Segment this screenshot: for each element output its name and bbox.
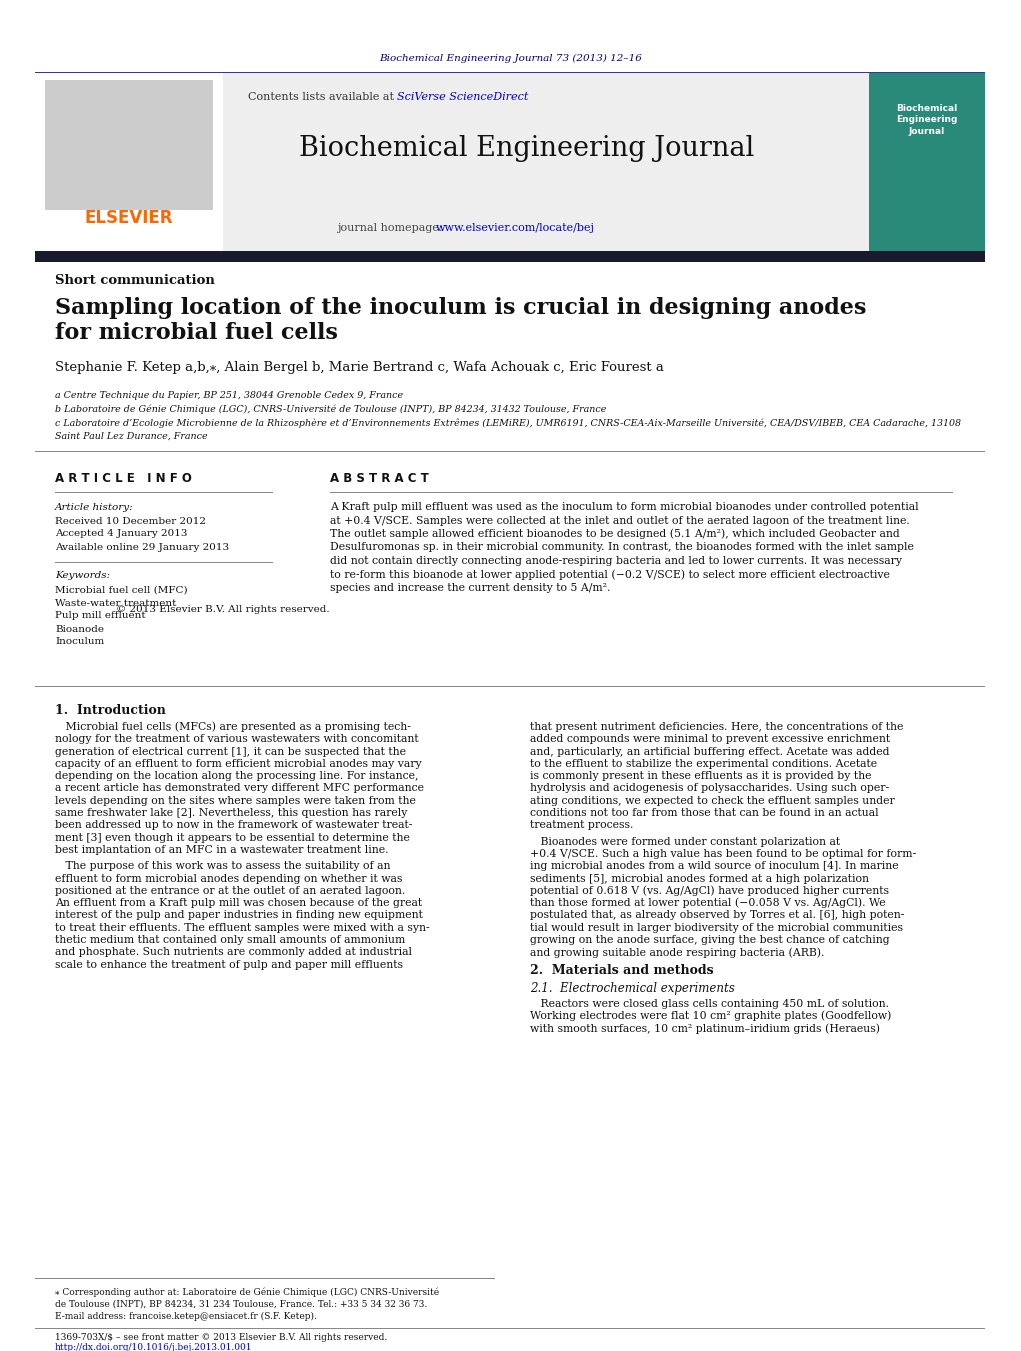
Text: ment [3] even though it appears to be essential to determine the: ment [3] even though it appears to be es… [55,832,409,843]
Text: http://dx.doi.org/10.1016/j.bej.2013.01.001: http://dx.doi.org/10.1016/j.bej.2013.01.… [55,1343,252,1351]
Text: de Toulouse (INPT), BP 84234, 31 234 Toulouse, France. Tel.: +33 5 34 32 36 73.: de Toulouse (INPT), BP 84234, 31 234 Tou… [55,1300,427,1309]
Text: Bioanodes were formed under constant polarization at: Bioanodes were formed under constant pol… [530,836,840,847]
Text: capacity of an effluent to form efficient microbial anodes may vary: capacity of an effluent to form efficien… [55,759,422,769]
Text: Contents lists available at: Contents lists available at [247,92,397,101]
Text: A Kraft pulp mill effluent was used as the inoculum to form microbial bioanodes : A Kraft pulp mill effluent was used as t… [330,503,919,512]
Text: nology for the treatment of various wastewaters with concomitant: nology for the treatment of various wast… [55,735,419,744]
Text: journal homepage:: journal homepage: [337,223,443,232]
Text: to the effluent to stabilize the experimental conditions. Acetate: to the effluent to stabilize the experim… [530,759,877,769]
Text: Saint Paul Lez Durance, France: Saint Paul Lez Durance, France [55,431,207,440]
Text: b Laboratoire de Génie Chimique (LGC), CNRS-Université de Toulouse (INPT), BP 84: b Laboratoire de Génie Chimique (LGC), C… [55,404,606,413]
Bar [869,73,985,251]
Text: postulated that, as already observed by Torres et al. [6], high poten-: postulated that, as already observed by … [530,911,905,920]
Text: for microbial fuel cells: for microbial fuel cells [55,322,338,345]
Text: same freshwater lake [2]. Nevertheless, this question has rarely: same freshwater lake [2]. Nevertheless, … [55,808,407,819]
Text: Working electrodes were flat 10 cm² graphite plates (Goodfellow): Working electrodes were flat 10 cm² grap… [530,1011,891,1021]
Text: species and increase the current density to 5 A/m².: species and increase the current density… [330,584,611,593]
Text: Inoculum: Inoculum [55,638,104,647]
Text: Biochemical Engineering Journal: Biochemical Engineering Journal [299,135,755,162]
Text: Available online 29 January 2013: Available online 29 January 2013 [55,543,229,551]
Text: 1369-703X/$ – see front matter © 2013 Elsevier B.V. All rights reserved.: 1369-703X/$ – see front matter © 2013 El… [55,1332,387,1342]
Text: Stephanie F. Ketep a,b,⁎, Alain Bergel b, Marie Bertrand c, Wafa Achouak c, Eric: Stephanie F. Ketep a,b,⁎, Alain Bergel b… [55,361,664,373]
Text: a Centre Technique du Papier, BP 251, 38044 Grenoble Cedex 9, France: a Centre Technique du Papier, BP 251, 38… [55,390,403,400]
Bar [35,73,985,251]
Text: The outlet sample allowed efficient bioanodes to be designed (5.1 A/m²), which i: The outlet sample allowed efficient bioa… [330,528,900,539]
Text: Waste-water treatment: Waste-water treatment [55,598,177,608]
Text: © 2013 Elsevier B.V. All rights reserved.: © 2013 Elsevier B.V. All rights reserved… [116,605,330,613]
Text: hydrolysis and acidogenesis of polysaccharides. Using such oper-: hydrolysis and acidogenesis of polysacch… [530,784,889,793]
Text: thetic medium that contained only small amounts of ammonium: thetic medium that contained only small … [55,935,405,946]
Text: The purpose of this work was to assess the suitability of an: The purpose of this work was to assess t… [55,862,390,871]
Text: at +0.4 V/SCE. Samples were collected at the inlet and outlet of the aerated lag: at +0.4 V/SCE. Samples were collected at… [330,516,910,526]
Text: ELSEVIER: ELSEVIER [85,209,174,227]
Text: www.elsevier.com/locate/bej: www.elsevier.com/locate/bej [436,223,595,232]
Text: Short communication: Short communication [55,273,214,286]
Text: 1.  Introduction: 1. Introduction [55,704,165,716]
Text: Pulp mill effluent: Pulp mill effluent [55,612,146,620]
Text: ing microbial anodes from a wild source of inoculum [4]. In marine: ing microbial anodes from a wild source … [530,862,898,871]
Text: that present nutriment deficiencies. Here, the concentrations of the: that present nutriment deficiencies. Her… [530,721,904,732]
Text: did not contain directly connecting anode-respiring bacteria and led to lower cu: did not contain directly connecting anod… [330,557,902,566]
Text: been addressed up to now in the framework of wastewater treat-: been addressed up to now in the framewor… [55,820,412,831]
Text: depending on the location along the processing line. For instance,: depending on the location along the proc… [55,771,419,781]
Text: Bioanode: Bioanode [55,624,104,634]
Text: interest of the pulp and paper industries in finding new equipment: interest of the pulp and paper industrie… [55,911,423,920]
Text: Reactors were closed glass cells containing 450 mL of solution.: Reactors were closed glass cells contain… [530,998,889,1009]
Text: Accepted 4 January 2013: Accepted 4 January 2013 [55,530,188,539]
Text: +0.4 V/SCE. Such a high value has been found to be optimal for form-: +0.4 V/SCE. Such a high value has been f… [530,848,916,859]
Text: best implantation of an MFC in a wastewater treatment line.: best implantation of an MFC in a wastewa… [55,844,389,855]
Bar [45,80,213,209]
Text: 2.1.  Electrochemical experiments: 2.1. Electrochemical experiments [530,982,735,996]
Text: Keywords:: Keywords: [55,571,110,581]
Bar [35,73,223,251]
Text: A R T I C L E   I N F O: A R T I C L E I N F O [55,471,192,485]
Text: generation of electrical current [1], it can be suspected that the: generation of electrical current [1], it… [55,747,406,757]
Text: Biochemical
Engineering
Journal: Biochemical Engineering Journal [896,104,958,136]
Text: Desulfuromonas sp. in their microbial community. In contrast, the bioanodes form: Desulfuromonas sp. in their microbial co… [330,543,914,553]
Text: ⁎ Corresponding author at: Laboratoire de Génie Chimique (LGC) CNRS-Université: ⁎ Corresponding author at: Laboratoire d… [55,1288,439,1297]
Text: Microbial fuel cell (MFC): Microbial fuel cell (MFC) [55,585,188,594]
Text: added compounds were minimal to prevent excessive enrichment: added compounds were minimal to prevent … [530,735,890,744]
Text: growing on the anode surface, giving the best chance of catching: growing on the anode surface, giving the… [530,935,889,946]
Text: scale to enhance the treatment of pulp and paper mill effluents: scale to enhance the treatment of pulp a… [55,959,403,970]
Text: to re-form this bioanode at lower applied potential (−0.2 V/SCE) to select more : to re-form this bioanode at lower applie… [330,569,890,580]
Text: conditions not too far from those that can be found in an actual: conditions not too far from those that c… [530,808,879,819]
Text: and growing suitable anode respiring bacteria (ARB).: and growing suitable anode respiring bac… [530,947,824,958]
Text: Article history:: Article history: [55,503,134,512]
Text: SciVerse ScienceDirect: SciVerse ScienceDirect [397,92,529,101]
Text: treatment process.: treatment process. [530,820,633,831]
Text: E-mail address: francoise.ketep@ensiacet.fr (S.F. Ketep).: E-mail address: francoise.ketep@ensiacet… [55,1312,317,1320]
Text: and, particularly, an artificial buffering effect. Acetate was added: and, particularly, an artificial bufferi… [530,747,889,757]
Text: Biochemical Engineering Journal 73 (2013) 12–16: Biochemical Engineering Journal 73 (2013… [380,54,642,62]
Text: potential of 0.618 V (vs. Ag/AgCl) have produced higher currents: potential of 0.618 V (vs. Ag/AgCl) have … [530,886,889,896]
Text: Microbial fuel cells (MFCs) are presented as a promising tech-: Microbial fuel cells (MFCs) are presente… [55,721,410,732]
Text: levels depending on the sites where samples were taken from the: levels depending on the sites where samp… [55,796,416,805]
Bar [35,72,985,73]
Text: An effluent from a Kraft pulp mill was chosen because of the great: An effluent from a Kraft pulp mill was c… [55,898,422,908]
Text: ating conditions, we expected to check the effluent samples under: ating conditions, we expected to check t… [530,796,894,805]
Text: a recent article has demonstrated very different MFC performance: a recent article has demonstrated very d… [55,784,424,793]
Text: to treat their effluents. The effluent samples were mixed with a syn-: to treat their effluents. The effluent s… [55,923,430,932]
Text: tial would result in larger biodiversity of the microbial communities: tial would result in larger biodiversity… [530,923,903,932]
Text: is commonly present in these effluents as it is provided by the: is commonly present in these effluents a… [530,771,872,781]
Text: c Laboratoire d’Ecologie Microbienne de la Rhizosphère et d’Environnements Extrê: c Laboratoire d’Ecologie Microbienne de … [55,419,961,428]
Text: than those formed at lower potential (−0.058 V vs. Ag/AgCl). We: than those formed at lower potential (−0… [530,898,885,908]
Text: positioned at the entrance or at the outlet of an aerated lagoon.: positioned at the entrance or at the out… [55,886,405,896]
Bar [35,251,985,262]
Text: sediments [5], microbial anodes formed at a high polarization: sediments [5], microbial anodes formed a… [530,874,869,884]
Text: A B S T R A C T: A B S T R A C T [330,471,429,485]
Text: effluent to form microbial anodes depending on whether it was: effluent to form microbial anodes depend… [55,874,402,884]
Text: Sampling location of the inoculum is crucial in designing anodes: Sampling location of the inoculum is cru… [55,297,867,319]
Text: Received 10 December 2012: Received 10 December 2012 [55,516,206,526]
Text: and phosphate. Such nutrients are commonly added at industrial: and phosphate. Such nutrients are common… [55,947,412,958]
Text: 2.  Materials and methods: 2. Materials and methods [530,965,714,977]
Text: with smooth surfaces, 10 cm² platinum–iridium grids (Heraeus): with smooth surfaces, 10 cm² platinum–ir… [530,1023,880,1034]
